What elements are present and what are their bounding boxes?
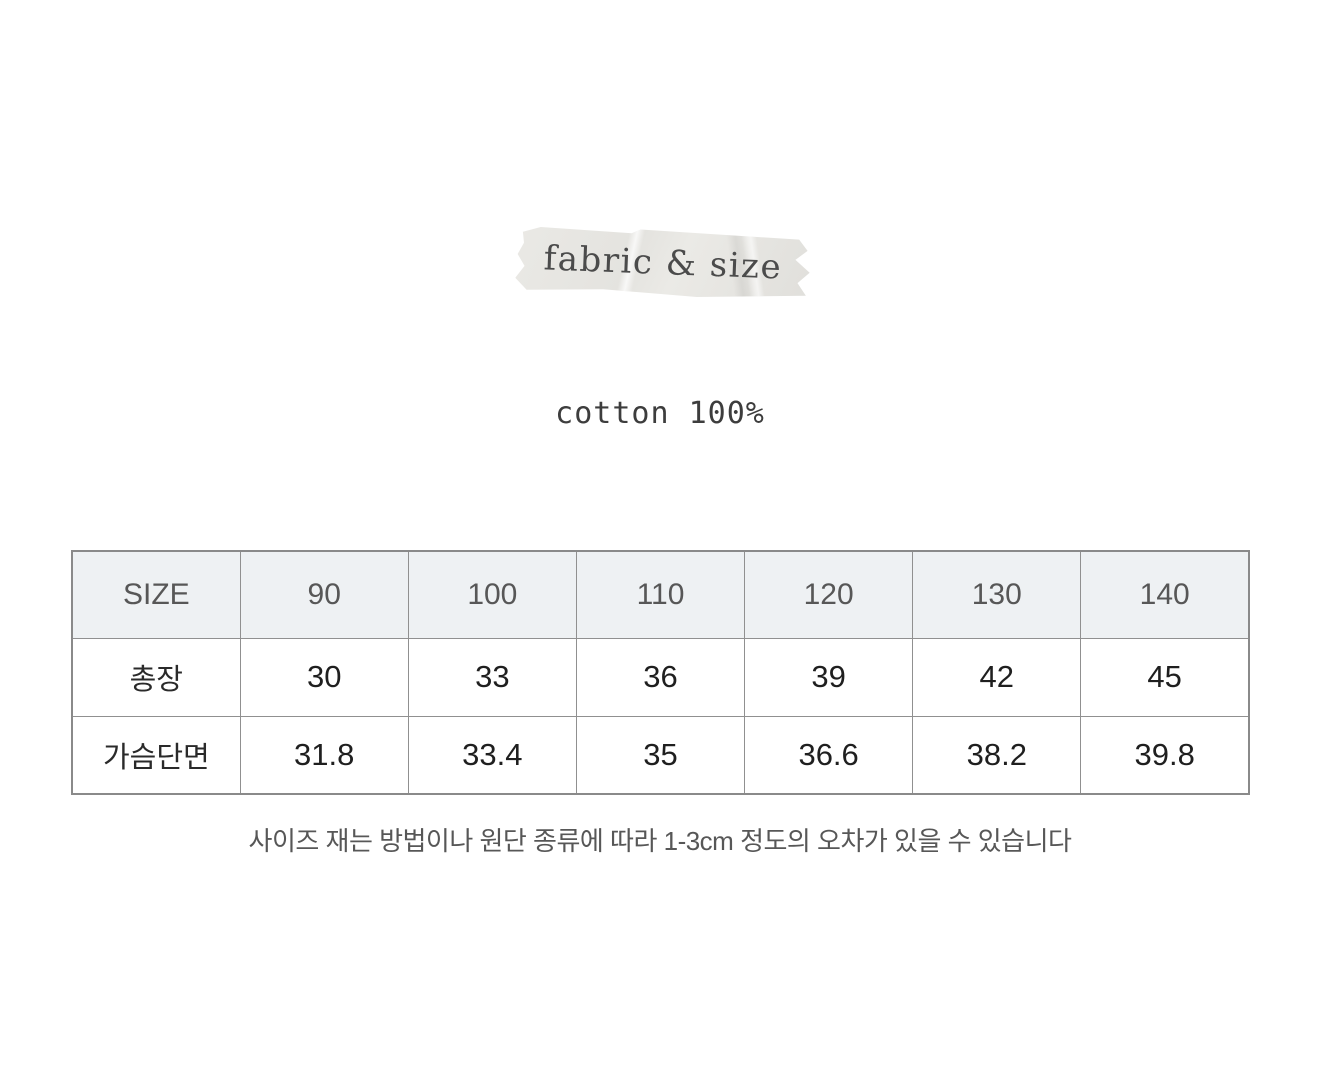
size-cell: 35 xyxy=(575,715,746,795)
section-title: fabric & size xyxy=(542,238,783,288)
table-row-total-length: 총장 30 33 36 39 42 45 xyxy=(71,637,1250,717)
size-cell: 36 xyxy=(575,637,746,717)
row-label-chest-width: 가슴단면 xyxy=(71,715,241,795)
row-label-total-length: 총장 xyxy=(71,637,241,717)
size-cell: 33.4 xyxy=(407,715,577,795)
size-column-90: 90 xyxy=(239,550,409,639)
size-column-100: 100 xyxy=(407,550,577,639)
size-column-110: 110 xyxy=(575,550,746,639)
size-cell: 39 xyxy=(744,637,914,717)
size-column-120: 120 xyxy=(744,550,914,639)
size-cell: 45 xyxy=(1080,637,1250,717)
fabric-composition: cotton 100% xyxy=(555,396,765,431)
size-cell: 38.2 xyxy=(912,715,1082,795)
size-table: SIZE 90 100 110 120 130 140 총장 30 33 36 … xyxy=(71,550,1250,795)
size-cell: 33 xyxy=(407,637,577,717)
fabric-size-tape: fabric & size xyxy=(515,223,811,302)
size-cell: 36.6 xyxy=(744,715,914,795)
size-cell: 31.8 xyxy=(239,715,409,795)
size-table-header-row: SIZE 90 100 110 120 130 140 xyxy=(71,550,1250,639)
size-column-header: SIZE xyxy=(71,550,241,639)
size-cell: 39.8 xyxy=(1080,715,1250,795)
size-column-130: 130 xyxy=(912,550,1082,639)
size-note: 사이즈 재는 방법이나 원단 종류에 따라 1-3cm 정도의 오차가 있을 수… xyxy=(248,826,1072,856)
size-cell: 42 xyxy=(912,637,1082,717)
size-column-140: 140 xyxy=(1080,550,1250,639)
table-row-chest-width: 가슴단면 31.8 33.4 35 36.6 38.2 39.8 xyxy=(71,715,1250,795)
size-cell: 30 xyxy=(239,637,409,717)
